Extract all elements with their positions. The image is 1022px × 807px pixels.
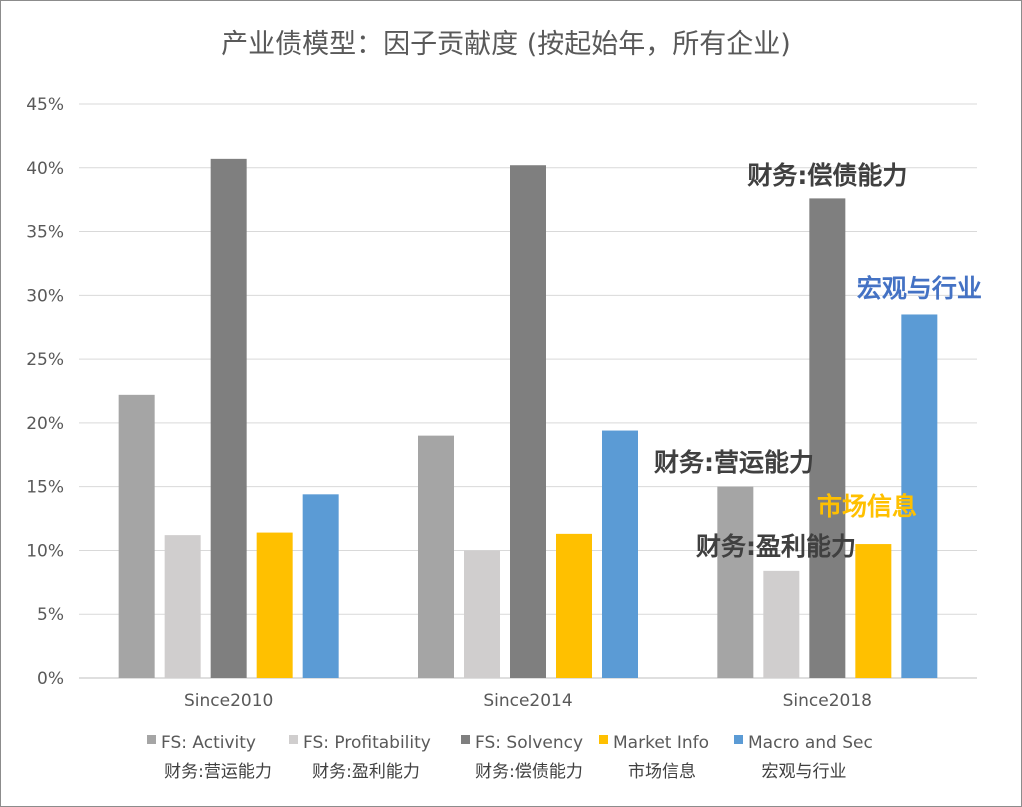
bar <box>302 494 339 678</box>
bar <box>602 430 638 678</box>
bar <box>556 533 592 678</box>
legend-swatch <box>289 735 298 744</box>
bar <box>717 486 754 678</box>
x-category-label: Since2018 <box>783 691 872 711</box>
bar <box>164 535 201 678</box>
legend-swatch <box>734 735 743 744</box>
legend-entry: Market Info <box>613 733 709 753</box>
chart-title: 产业债模型：因子贡献度 (按起始年，所有企业) <box>221 29 791 60</box>
bar <box>418 435 454 678</box>
category-labels: Since2010 Since2014 Since2018 <box>184 691 872 711</box>
bar <box>763 570 800 678</box>
legend-entry-cn: 财务:盈利能力 <box>312 762 420 782</box>
bar <box>510 165 546 678</box>
legend-entry: Macro and Sec <box>748 733 873 753</box>
legend-swatch <box>461 735 470 744</box>
y-tick-label: 30% <box>26 286 64 306</box>
bar <box>256 532 293 678</box>
y-tick-label: 5% <box>37 605 64 625</box>
legend-entry: FS: Activity <box>161 733 256 753</box>
bar <box>464 550 500 678</box>
chart-annotation: 市场信息 <box>817 492 917 521</box>
bar <box>210 158 247 679</box>
chart-annotation: 财务:盈利能力 <box>696 532 856 561</box>
legend-entry: FS: Solvency <box>475 733 583 753</box>
legend-entry: FS: Profitability <box>303 733 431 753</box>
y-tick-label: 20% <box>26 414 64 434</box>
bar <box>855 544 892 678</box>
legend: FS: Activity 财务:营运能力 FS: Profitability 财务:盈… <box>147 733 873 782</box>
x-category-label: Since2010 <box>184 691 273 711</box>
bar <box>118 394 155 678</box>
y-tick-label: 15% <box>26 478 64 498</box>
bars-layer <box>118 158 938 679</box>
legend-swatch <box>599 735 608 744</box>
legend-entry-cn: 宏观与行业 <box>762 762 847 782</box>
legend-entry-cn: 市场信息 <box>628 762 696 782</box>
y-tick-label: 10% <box>26 541 64 561</box>
y-tick-label: 0% <box>37 669 64 689</box>
chart-annotation: 财务:营运能力 <box>654 448 814 477</box>
x-category-label: Since2014 <box>483 691 572 711</box>
chart-annotation: 财务:偿债能力 <box>747 161 907 190</box>
chart-annotation: 宏观与行业 <box>857 274 982 303</box>
legend-swatch <box>147 735 156 744</box>
y-tick-label: 35% <box>26 223 64 243</box>
y-tick-label: 25% <box>26 350 64 370</box>
y-tick-label: 45% <box>26 95 64 115</box>
legend-entry-cn: 财务:偿债能力 <box>475 762 583 782</box>
bar <box>809 198 846 678</box>
bar <box>901 314 938 678</box>
legend-entry-cn: 财务:营运能力 <box>164 762 272 782</box>
y-tick-label: 40% <box>26 159 64 179</box>
